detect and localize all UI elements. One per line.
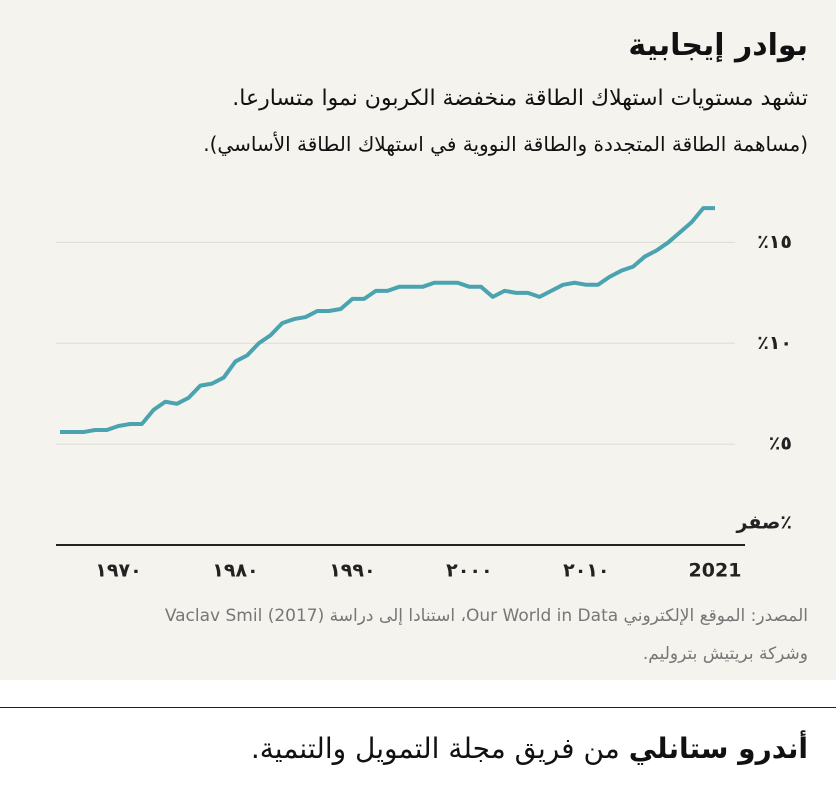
x-tick-label: ١٩٨٠ [212,560,258,582]
x-tick-label: ١٩٩٠ [329,560,375,582]
y-tick-label: ٪٥ [769,433,792,455]
byline: أندرو ستانلي من فريق مجلة التمويل والتنم… [251,732,808,765]
y-tick-label: ٪١٠ [757,332,792,354]
x-tick-label: ٢٠١٠ [563,560,609,582]
chart-panel [0,0,836,680]
chart: صفر٪ ٪٥ ٪١٠ ٪١٥ ١٩٧٠ ١٩٨٠ ١٩٩٠ ٢٠٠٠ ٢٠١٠ 2021 [56,206,792,582]
source: وشركة بريتيش بتروليم. [642,644,808,664]
author-name: أندرو ستانلي [628,732,808,765]
divider [0,707,836,708]
chart-title: بوادر إيجابية [628,28,808,63]
y-tick-label: ٪١٥ [757,231,792,253]
byline-text: من فريق مجلة التمويل والتنمية. [250,732,620,765]
x-tick-label: 2021 [689,560,742,582]
x-tick-label: ٢٠٠٠ [446,560,492,582]
x-tick-label: ١٩٧٠ [95,560,141,582]
subtitle: تشهد مستويات استهلاك الطاقة منخفضة الكرب… [232,86,808,111]
source: المصدر: الموقع الإلكتروني Our World in D… [164,606,808,626]
y-tick-label: صفر٪ [736,512,792,534]
data-line [60,206,715,435]
subtitle: (مساهمة الطاقة المتجددة والطاقة النووية … [203,132,808,156]
